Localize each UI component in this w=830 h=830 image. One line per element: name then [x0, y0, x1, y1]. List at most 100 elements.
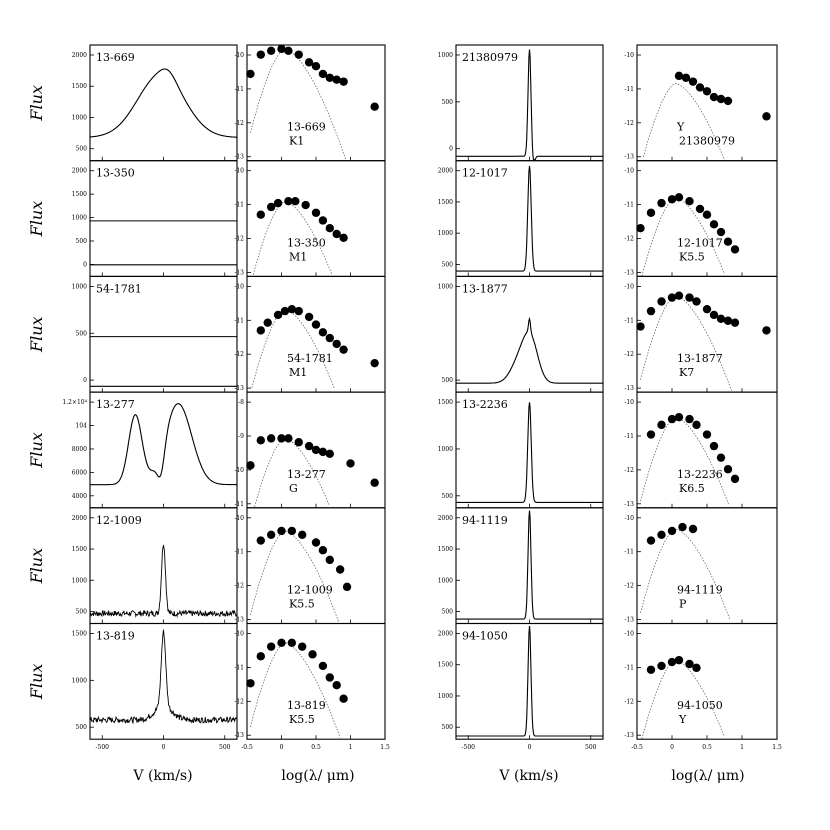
xtick-label: 0 [280, 744, 284, 751]
ytick-label: -10 [234, 283, 244, 290]
ytick-label: 1500 [72, 546, 87, 553]
sed-point [716, 453, 726, 462]
panel-r2-c3: 500 1000 1500 2000 12-1017 [438, 160, 604, 277]
sed-point [339, 345, 348, 354]
sed-point [646, 665, 656, 674]
sed-point [284, 434, 293, 443]
sed-point [273, 310, 283, 320]
sed-point [723, 96, 733, 106]
sed-point [287, 638, 297, 647]
ytick-label: -12 [234, 583, 244, 590]
sed-point [287, 304, 297, 314]
sed-label-2: 21380979 [679, 135, 735, 148]
ytick-label: 1000 [72, 215, 87, 222]
spectrum-line [90, 403, 237, 486]
ytick-label: -12 [624, 698, 634, 705]
panel-frame [636, 275, 778, 393]
ytick-label: -11 [624, 202, 634, 209]
object-id-label: 13-819 [96, 630, 135, 643]
ytick-label: -12 [624, 583, 634, 590]
sed-point [685, 659, 694, 669]
sed-point [688, 524, 698, 534]
sed-point [311, 208, 321, 217]
spectrum-line [89, 544, 238, 618]
ytick-label: -10 [234, 515, 244, 522]
sed-point [695, 204, 705, 214]
sed-point [657, 198, 666, 208]
sed-label-2: M1 [289, 250, 307, 263]
xtick-label: -0.5 [241, 744, 253, 751]
spectrum-line [89, 68, 238, 138]
ytick-label: 0 [83, 261, 87, 268]
sed-point [318, 447, 328, 457]
sed-label-1: 13-350 [287, 236, 326, 249]
sed-point [702, 87, 712, 96]
sed-label-1: 94-1050 [677, 699, 723, 712]
ytick-label: 500 [76, 609, 88, 616]
sed-point [280, 306, 290, 316]
sed-point [325, 673, 334, 682]
sed-point [370, 102, 379, 111]
ytick-label: -11 [234, 202, 244, 209]
sed-label-2: K1 [289, 135, 304, 148]
sed-point [277, 434, 286, 443]
sed-point [342, 582, 352, 592]
sed-point [256, 536, 265, 545]
xtick-label: 1 [349, 744, 353, 751]
ytick-label: 2000 [72, 168, 87, 175]
spectrum-line [89, 629, 238, 725]
ytick-label: 2000 [438, 168, 453, 175]
sed-point [246, 69, 255, 79]
ytick-label: 1000 [72, 677, 87, 684]
sed-point [678, 522, 687, 532]
ytick-label: -10 [624, 168, 634, 175]
xtick-label: 0 [528, 744, 532, 751]
sed-point [277, 44, 286, 54]
object-id-label: 12-1017 [462, 167, 508, 180]
sed-point [730, 474, 740, 484]
sed-point [266, 202, 276, 212]
ytick-label: 1500 [438, 662, 453, 669]
sed-point [246, 679, 255, 688]
ytick-label: -13 [624, 617, 634, 624]
sed-point [284, 196, 293, 206]
ytick-label: 1000 [72, 283, 87, 290]
ytick-label: -12 [234, 236, 244, 243]
sed-point [657, 661, 666, 671]
panel-frame [246, 622, 386, 740]
panel-frame [246, 275, 386, 393]
sed-point [688, 77, 698, 86]
sed-point [256, 210, 265, 219]
xtick-label: -500 [96, 744, 110, 751]
sed-point [667, 414, 677, 424]
sed-point [716, 227, 726, 237]
sed-point [332, 339, 341, 349]
ytick-label: -13 [624, 501, 634, 508]
ytick-label: 2000 [438, 631, 453, 638]
blackbody-curve [250, 642, 341, 738]
sed-point [294, 50, 303, 59]
blackbody-curve [640, 528, 731, 621]
ytick-label: -11 [624, 433, 634, 440]
sed-point [325, 333, 334, 343]
sed-point [667, 195, 677, 204]
ytick-label: 1000 [438, 52, 453, 59]
sed-point [256, 652, 265, 661]
xtick-label: 0.5 [702, 744, 712, 751]
ytick-label: 500 [442, 261, 454, 268]
sed-point [277, 526, 286, 536]
sed-point [318, 661, 328, 671]
sed-point [332, 681, 341, 690]
spectrum-line [456, 316, 603, 384]
object-id-label: 94-1050 [462, 630, 508, 643]
ytick-label: 500 [76, 238, 88, 245]
sed-label-2: G [289, 482, 298, 495]
ytick-label: -10 [234, 467, 244, 474]
ytick-label: -11 [234, 549, 244, 556]
xtick-label: 1.5 [380, 744, 390, 751]
ytick-label: -13 [234, 732, 244, 739]
sed-point [723, 316, 733, 325]
sed-point [335, 565, 345, 574]
panel-r1-c1: 500 1000 1500 2000 13-669 Flux [27, 44, 238, 162]
